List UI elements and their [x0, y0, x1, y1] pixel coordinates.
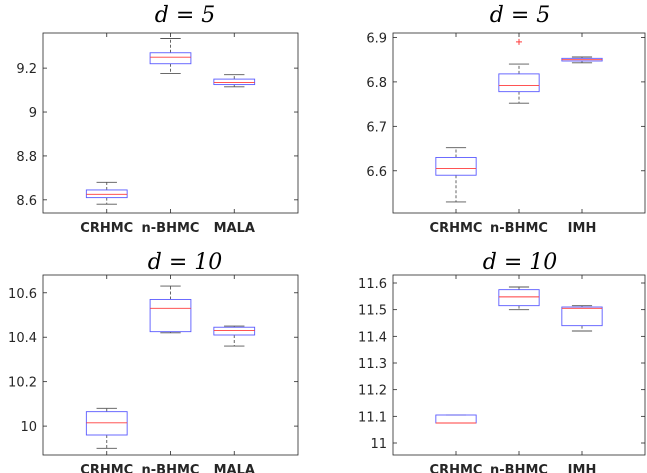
panel-bottom-left: d = 10 10 10.2 10.4 10.6 CRHMC n-BHMC MALA [8, 250, 299, 473]
iqr-box [213, 326, 256, 336]
iqr-box [85, 411, 128, 436]
y-tick-label: 10.2 [8, 376, 37, 391]
panel-title: d = 10 [148, 250, 223, 275]
x-axis: CRHMC n-BHMC IMH [430, 33, 597, 236]
outlier-marker [516, 38, 522, 45]
box-series [435, 38, 603, 203]
box-crhmc [85, 181, 128, 205]
y-axis: 11 11.1 11.2 11.3 11.4 11.5 11.6 [358, 277, 645, 452]
plot-frame [42, 274, 299, 456]
panel-top-right: d = 5 6.6 6.7 6.8 6.9 CRHMC n-BHMC IMH [366, 3, 646, 236]
category-label: n-BHMC [490, 463, 548, 473]
y-tick-label: 9.2 [16, 62, 37, 77]
category-label: CRHMC [80, 463, 133, 473]
category-label: MALA [214, 221, 255, 236]
category-label: MALA [214, 463, 255, 473]
category-label: CRHMC [430, 463, 483, 473]
box-imh [561, 56, 603, 64]
y-tick-label: 11 [370, 437, 387, 452]
y-tick-label: 8.6 [16, 194, 37, 209]
y-tick-label: 11.1 [358, 410, 387, 425]
iqr-box [561, 306, 603, 327]
panel-bottom-right: d = 10 11 11.1 11.2 11.3 11.4 11.5 11.6 CRHMC n… [358, 250, 646, 473]
iqr-box [213, 78, 256, 86]
box-n-bhmc [498, 38, 540, 104]
panel-top-left: d = 5 8.6 8.8 9 9.2 CRHMC n-BHMC MALA [16, 3, 299, 236]
y-tick-label: 10.4 [8, 331, 37, 346]
box-series [85, 285, 256, 449]
panel-title: d = 5 [155, 3, 216, 28]
y-axis: 8.6 8.8 9 9.2 [16, 62, 298, 209]
y-axis: 6.6 6.7 6.8 6.9 [366, 31, 645, 180]
x-axis: CRHMC n-BHMC MALA [80, 275, 255, 473]
x-axis: CRHMC n-BHMC MALA [80, 33, 255, 236]
box-n-bhmc [149, 285, 192, 334]
y-tick-label: 6.9 [366, 31, 387, 46]
box-imh [561, 305, 603, 332]
y-tick-label: 11.2 [358, 384, 387, 399]
iqr-box [149, 52, 192, 65]
category-label: IMH [568, 463, 597, 473]
y-tick-label: 11.4 [358, 330, 387, 345]
iqr-box [498, 73, 540, 93]
y-axis: 10 10.2 10.4 10.6 [8, 287, 298, 435]
iqr-box [498, 289, 540, 307]
y-tick-label: 11.6 [358, 277, 387, 292]
box-crhmc [85, 407, 128, 449]
plot-frame [392, 274, 646, 456]
box-series [435, 286, 603, 424]
y-tick-label: 8.8 [16, 150, 37, 165]
y-tick-label: 11.5 [358, 304, 387, 319]
x-axis: CRHMC n-BHMC IMH [430, 275, 597, 473]
y-tick-label: 10 [20, 420, 37, 435]
category-label: CRHMC [80, 221, 133, 236]
category-label: n-BHMC [490, 221, 548, 236]
y-tick-label: 9 [29, 106, 37, 121]
iqr-box [149, 298, 192, 333]
iqr-box [85, 189, 128, 199]
box-n-bhmc [149, 38, 192, 75]
box-series [85, 38, 256, 205]
panel-title: d = 5 [490, 3, 551, 28]
y-tick-label: 6.6 [366, 165, 387, 180]
category-label: CRHMC [430, 221, 483, 236]
panel-title: d = 10 [483, 250, 558, 275]
y-tick-label: 11.3 [358, 357, 387, 372]
category-label: n-BHMC [142, 221, 200, 236]
y-tick-label: 10.6 [8, 287, 37, 302]
category-label: IMH [568, 221, 597, 236]
plot-frame [42, 32, 299, 214]
box-n-bhmc [498, 286, 540, 311]
plot-frame [392, 32, 646, 214]
y-tick-label: 6.8 [366, 76, 387, 91]
category-label: n-BHMC [142, 463, 200, 473]
box-crhmc [435, 414, 477, 424]
y-tick-label: 6.7 [366, 120, 387, 135]
box-crhmc [435, 147, 477, 203]
iqr-box [435, 156, 477, 176]
box-mala [213, 74, 256, 88]
box-mala [213, 325, 256, 347]
